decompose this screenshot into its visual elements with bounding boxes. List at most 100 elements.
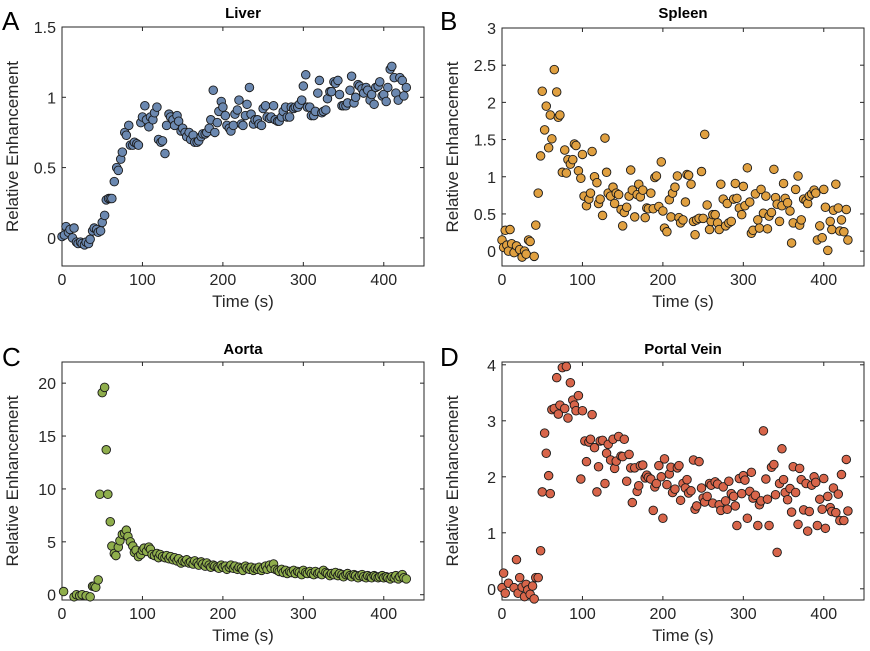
- data-point: [836, 469, 847, 480]
- data-point: [260, 100, 271, 111]
- data-point: [321, 105, 331, 115]
- data-point: [220, 110, 231, 121]
- x-tick-label: 0: [58, 606, 67, 623]
- data-point: [654, 460, 664, 471]
- data-point: [401, 82, 412, 93]
- data-point: [674, 460, 684, 471]
- data-point: [521, 249, 531, 259]
- data-point: [334, 89, 345, 100]
- panel-label: D: [440, 342, 459, 372]
- data-point: [656, 472, 667, 482]
- data-point: [769, 164, 779, 175]
- data-point: [843, 235, 853, 245]
- data-point: [592, 177, 602, 188]
- data-point: [753, 520, 763, 531]
- data-point: [101, 445, 111, 455]
- x-tick-label: 200: [210, 272, 237, 289]
- panel-label: A: [2, 6, 20, 36]
- data-point: [525, 236, 535, 247]
- y-axis-label: Relative Enhancement: [443, 61, 462, 232]
- data-point: [553, 409, 564, 419]
- data-point: [333, 75, 343, 86]
- scatter-points: [497, 64, 853, 262]
- data-point: [820, 523, 831, 534]
- x-axis-label: Time (s): [212, 292, 274, 311]
- data-point: [58, 586, 69, 597]
- data-point: [543, 470, 554, 481]
- data-point: [802, 526, 813, 536]
- data-point: [742, 163, 753, 173]
- data-point: [646, 188, 656, 198]
- data-point: [761, 191, 771, 201]
- data-point: [627, 497, 638, 508]
- data-point: [746, 467, 757, 478]
- data-point: [133, 140, 144, 150]
- data-point: [651, 478, 662, 489]
- data-point: [551, 372, 562, 383]
- panel-d: 0 100 200 300 400 0 1 2 3 4 Time (s) Relative Enhan…: [440, 341, 865, 645]
- data-point: [284, 112, 295, 122]
- data-point: [242, 99, 252, 110]
- data-point: [232, 105, 243, 115]
- data-point: [750, 490, 761, 501]
- chart-title: Liver: [225, 5, 261, 22]
- data-point: [545, 488, 556, 499]
- data-point: [810, 477, 821, 488]
- x-tick-label: 100: [569, 272, 596, 289]
- data-point: [662, 479, 672, 490]
- data-point: [817, 504, 827, 515]
- data-point: [561, 168, 572, 178]
- x-tick-label: 400: [370, 606, 397, 623]
- data-point: [111, 550, 121, 561]
- data-point: [778, 474, 789, 485]
- data-point: [387, 61, 397, 72]
- data-point: [831, 507, 841, 518]
- data-point: [218, 102, 228, 112]
- data-point: [117, 147, 128, 157]
- data-point: [662, 227, 672, 237]
- data-point: [745, 197, 755, 207]
- data-point: [704, 224, 715, 235]
- data-point: [533, 188, 543, 198]
- x-tick-label: 200: [650, 606, 677, 623]
- data-point: [790, 184, 801, 195]
- data-point: [157, 136, 168, 146]
- data-point: [843, 506, 853, 516]
- data-point: [796, 215, 807, 225]
- data-point: [675, 495, 686, 506]
- plot-frame: [61, 26, 425, 267]
- data-point: [619, 434, 630, 445]
- data-point: [268, 100, 279, 111]
- y-tick-label: 0: [487, 244, 496, 261]
- data-point: [345, 85, 355, 96]
- data-point: [296, 95, 307, 105]
- y-tick-label: 1: [487, 170, 496, 187]
- data-point: [531, 220, 541, 230]
- data-point: [754, 223, 765, 233]
- data-point: [730, 501, 741, 511]
- data-point: [736, 488, 747, 499]
- data-point: [786, 507, 797, 517]
- x-axis-label: Time (s): [212, 626, 274, 645]
- data-point: [625, 165, 636, 175]
- x-tick-label: 400: [810, 606, 837, 623]
- data-point: [375, 77, 385, 87]
- data-point: [690, 230, 700, 240]
- data-point: [804, 506, 815, 517]
- data-point: [210, 127, 220, 138]
- y-tick-label: 2.5: [474, 58, 496, 75]
- data-point: [702, 200, 712, 210]
- scatter-points: [497, 361, 853, 604]
- data-point: [563, 413, 573, 423]
- data-point: [539, 125, 550, 135]
- y-tick-label: 1: [487, 526, 496, 543]
- data-point: [238, 120, 248, 131]
- data-point: [576, 173, 586, 183]
- data-point: [812, 520, 823, 531]
- data-point: [770, 489, 781, 500]
- data-point: [640, 212, 650, 223]
- data-point: [777, 444, 787, 454]
- y-tick-label: 5: [47, 535, 56, 552]
- data-point: [256, 120, 267, 131]
